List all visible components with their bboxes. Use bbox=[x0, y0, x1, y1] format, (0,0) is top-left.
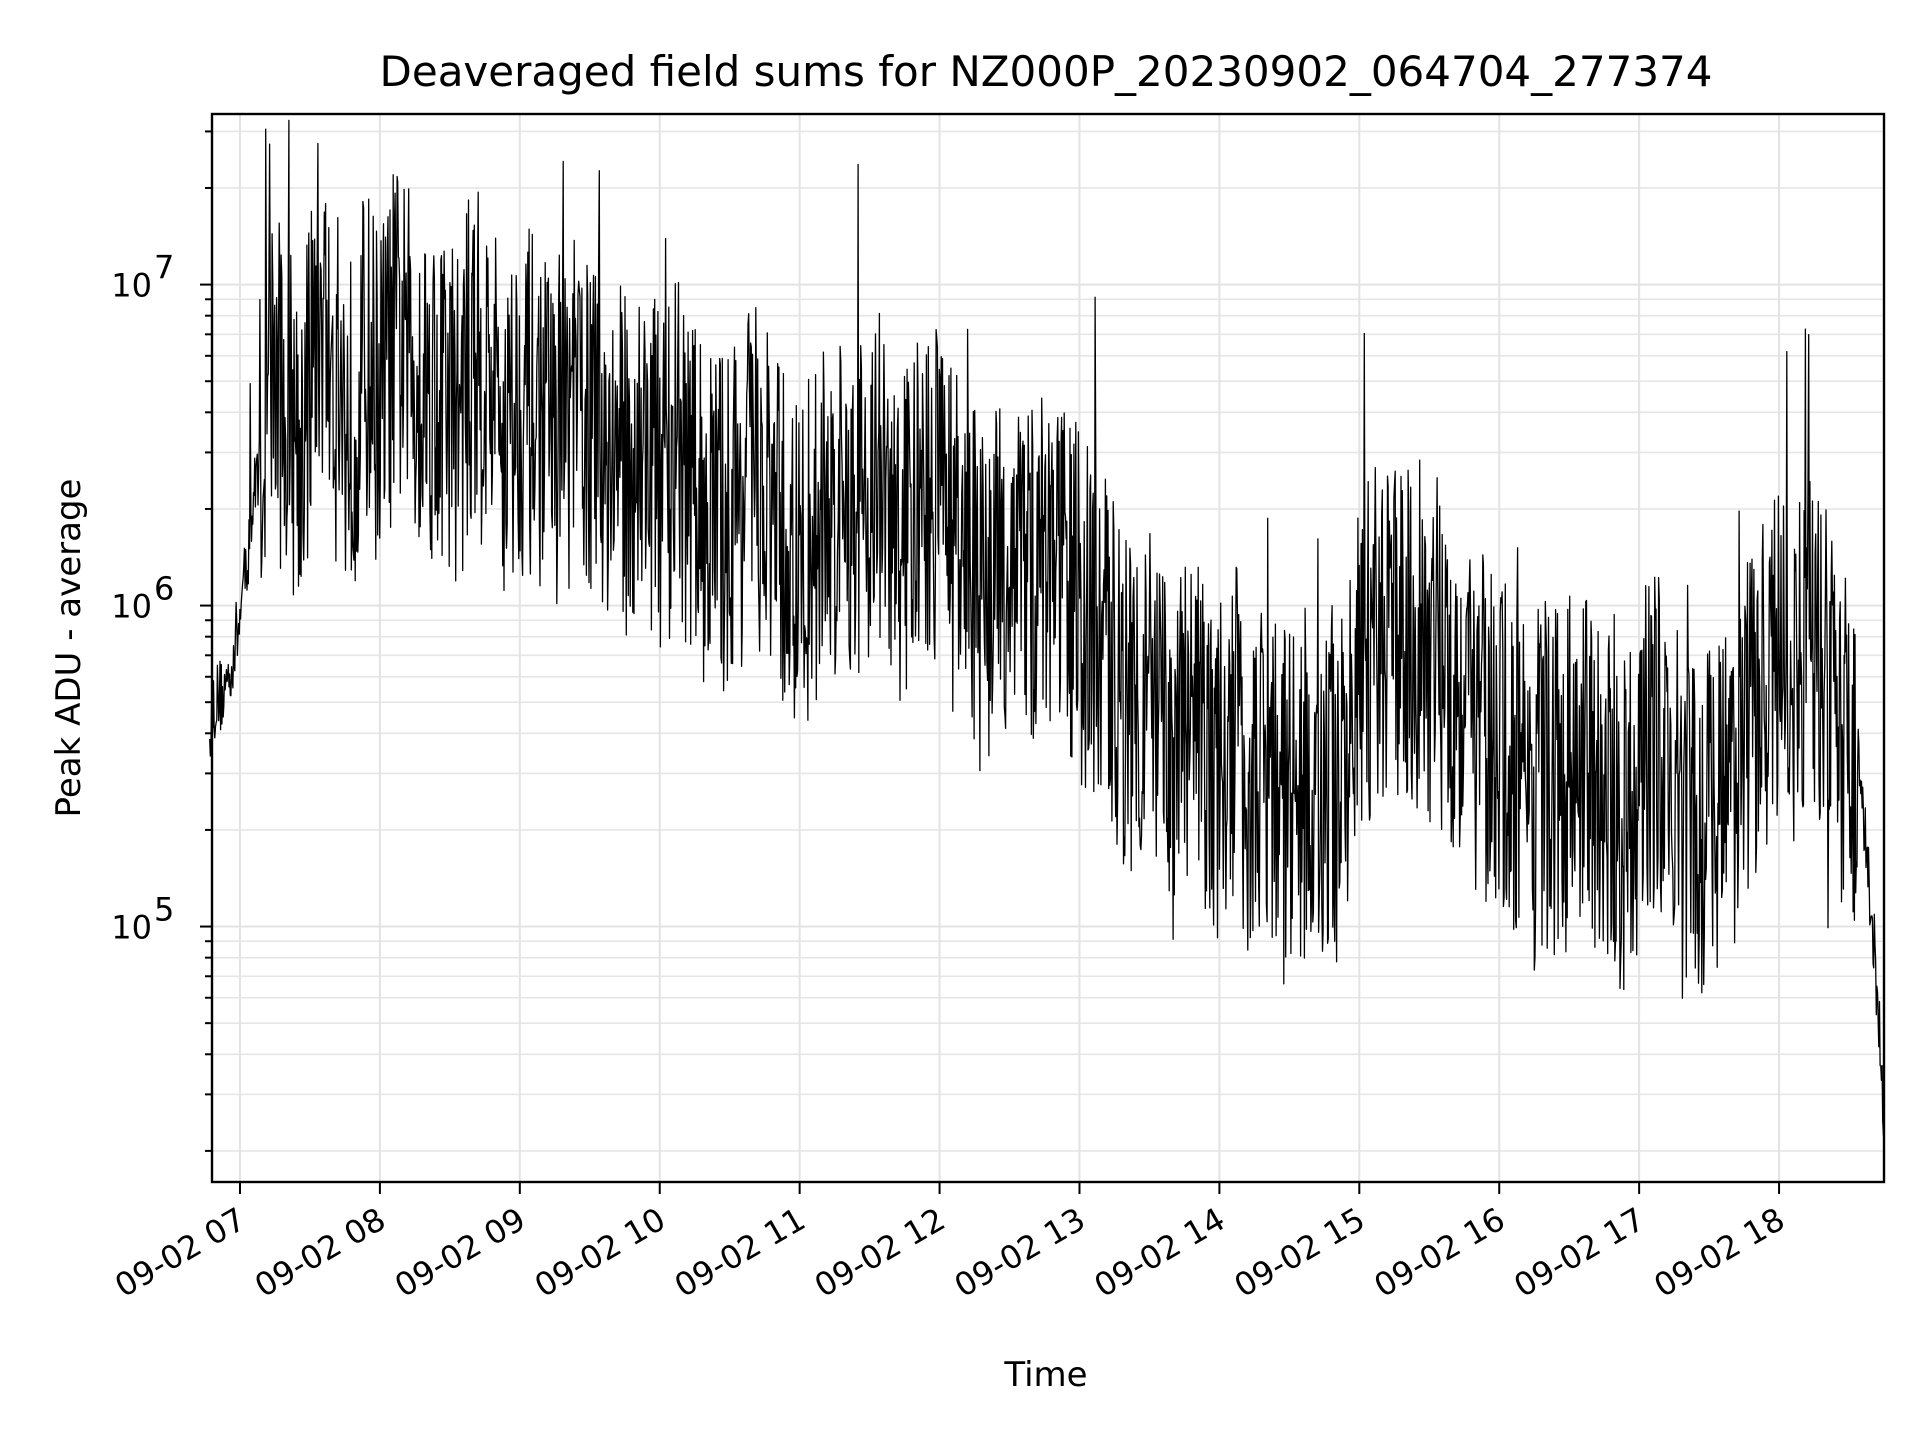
x-tick-label: 09-02 17 bbox=[1508, 1200, 1652, 1305]
x-tick-label: 09-02 18 bbox=[1647, 1200, 1791, 1305]
x-tick-label: 09-02 07 bbox=[108, 1200, 252, 1305]
grid bbox=[212, 114, 1884, 1182]
y-tick-label: 10 bbox=[111, 267, 152, 305]
y-tick-label: 10 bbox=[111, 588, 152, 626]
x-tick-label: 09-02 12 bbox=[808, 1200, 952, 1305]
x-axis-label: Time bbox=[1003, 1355, 1087, 1395]
chart-title: Deaveraged field sums for NZ000P_2023090… bbox=[380, 47, 1713, 96]
y-tick-exponent: 6 bbox=[154, 570, 174, 608]
x-tick-label: 09-02 08 bbox=[248, 1200, 392, 1305]
x-tick-label: 09-02 10 bbox=[528, 1200, 672, 1305]
y-tick-exponent: 5 bbox=[154, 891, 174, 929]
x-tick-label: 09-02 13 bbox=[948, 1200, 1092, 1305]
x-tick-label: 09-02 15 bbox=[1228, 1200, 1372, 1305]
x-tick-label: 09-02 14 bbox=[1088, 1200, 1232, 1305]
plot-frame bbox=[210, 112, 1886, 1184]
y-tick-label: 10 bbox=[111, 909, 152, 947]
x-tick-label: 09-02 09 bbox=[388, 1200, 532, 1305]
series-line bbox=[209, 119, 1885, 1138]
x-tick-label: 09-02 11 bbox=[668, 1200, 812, 1305]
x-tick-label: 09-02 16 bbox=[1368, 1200, 1512, 1305]
y-axis-label: Peak ADU - average bbox=[49, 479, 89, 818]
series-layer bbox=[209, 119, 1885, 1138]
y-tick-exponent: 7 bbox=[154, 249, 174, 287]
